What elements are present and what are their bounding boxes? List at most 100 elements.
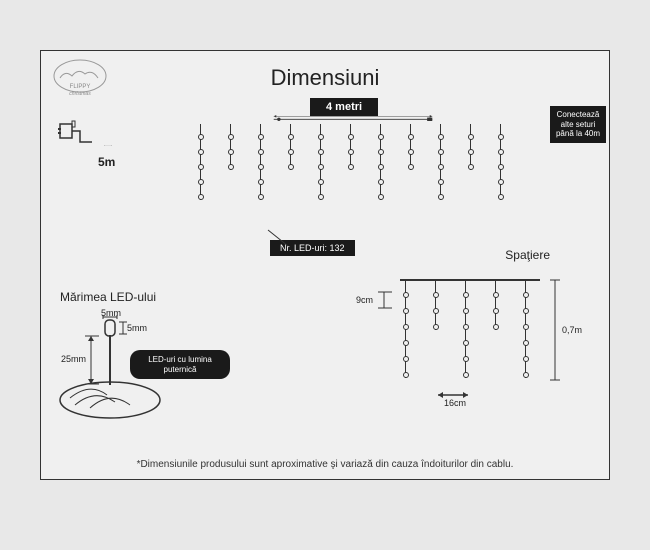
led-bulb: [403, 340, 409, 346]
led-bulb: [523, 308, 529, 314]
led-bulb: [258, 134, 264, 140]
icicle-strand: [380, 124, 381, 200]
led-bulb: [438, 149, 444, 155]
led-bulb: [318, 134, 324, 140]
led-bulb: [378, 194, 384, 200]
led-total-label: 25mm: [61, 354, 86, 364]
led-bulb: [288, 149, 294, 155]
spacing-diagram: 9cm 16cm 0,7m: [370, 270, 580, 420]
led-bulb: [198, 179, 204, 185]
icicle-strand: [405, 280, 406, 378]
icicle-strand: [500, 124, 501, 200]
led-bulb: [408, 134, 414, 140]
cable-arrow: [68, 145, 148, 146]
led-bulb: [433, 324, 439, 330]
icicle-strand: [435, 280, 436, 330]
hgap-label: 16cm: [444, 398, 466, 408]
led-h-label: 5mm: [127, 323, 147, 333]
led-bulb: [438, 194, 444, 200]
led-bulb: [498, 134, 504, 140]
icicle-strand: [465, 280, 466, 378]
led-bulb: [468, 164, 474, 170]
led-bulb: [348, 134, 354, 140]
led-bulb: [468, 134, 474, 140]
connector-text: Conectează alte seturi până la 40m: [556, 110, 600, 138]
connector-info: Conectează alte seturi până la 40m: [550, 106, 606, 143]
led-bulb: [463, 324, 469, 330]
led-bulb: [403, 308, 409, 314]
cable-length-label: 5m: [98, 155, 115, 169]
led-bulb: [463, 308, 469, 314]
led-bulb: [318, 179, 324, 185]
led-bulb: [228, 164, 234, 170]
led-bulb: [378, 134, 384, 140]
led-strength-pill: LED-uri cu lumina puternică: [130, 350, 230, 379]
led-bulb: [258, 164, 264, 170]
led-bulb: [378, 149, 384, 155]
led-bulb: [498, 194, 504, 200]
spacing-title: Spaţiere: [505, 248, 550, 262]
led-bulb: [408, 149, 414, 155]
led-bulb: [438, 164, 444, 170]
svg-text:christmas: christmas: [69, 91, 91, 97]
led-bulb: [493, 308, 499, 314]
led-bulb: [228, 149, 234, 155]
led-bulb: [258, 194, 264, 200]
led-w-label: 5mm: [101, 308, 121, 318]
led-count-pointer: [260, 228, 290, 248]
led-bulb: [438, 179, 444, 185]
led-bulb: [523, 372, 529, 378]
icicle-strand: [495, 280, 496, 330]
led-bulb: [198, 194, 204, 200]
led-bulb: [318, 164, 324, 170]
led-bulb: [463, 340, 469, 346]
led-bulb: [228, 134, 234, 140]
icicle-strand: [290, 124, 291, 170]
led-bulb: [318, 194, 324, 200]
led-bulb: [403, 324, 409, 330]
led-bulb: [198, 134, 204, 140]
page-title: Dimensiuni: [0, 65, 650, 91]
led-pill-text: LED-uri cu lumina puternică: [148, 355, 212, 374]
led-bulb: [523, 292, 529, 298]
vgap-label: 9cm: [356, 295, 373, 305]
led-bulb: [498, 179, 504, 185]
led-bulb: [468, 149, 474, 155]
led-bulb: [498, 149, 504, 155]
led-bulb: [288, 134, 294, 140]
led-bulb: [378, 164, 384, 170]
width-label: 4 metri: [310, 98, 378, 116]
icicle-strand: [200, 124, 201, 200]
icicle-strand: [525, 280, 526, 378]
led-bulb: [523, 356, 529, 362]
footnote-text: *Dimensiunile produsului sunt aproximati…: [0, 459, 650, 470]
led-bulb: [348, 149, 354, 155]
led-bulb: [348, 164, 354, 170]
icicle-strand: [350, 124, 351, 170]
led-bulb: [198, 149, 204, 155]
led-bulb: [438, 134, 444, 140]
led-bulb: [493, 324, 499, 330]
led-bulb: [433, 292, 439, 298]
icicle-strand: [230, 124, 231, 170]
led-bulb: [258, 179, 264, 185]
led-bulb: [498, 164, 504, 170]
led-bulb: [288, 164, 294, 170]
led-bulb: [408, 164, 414, 170]
led-bulb: [463, 356, 469, 362]
led-bulb: [403, 292, 409, 298]
led-bulb: [198, 164, 204, 170]
icicle-strand: [470, 124, 471, 170]
icicle-strand: [260, 124, 261, 200]
led-size-title: Mărimea LED-ului: [60, 290, 156, 304]
height-label: 0,7m: [562, 325, 582, 335]
plug-icon: [58, 118, 92, 151]
led-bulb: [318, 149, 324, 155]
led-bulb: [403, 356, 409, 362]
led-bulb: [433, 308, 439, 314]
led-bulb: [463, 372, 469, 378]
icicle-strand: [410, 124, 411, 170]
led-bulb: [523, 324, 529, 330]
led-bulb: [493, 292, 499, 298]
led-bulb: [463, 292, 469, 298]
